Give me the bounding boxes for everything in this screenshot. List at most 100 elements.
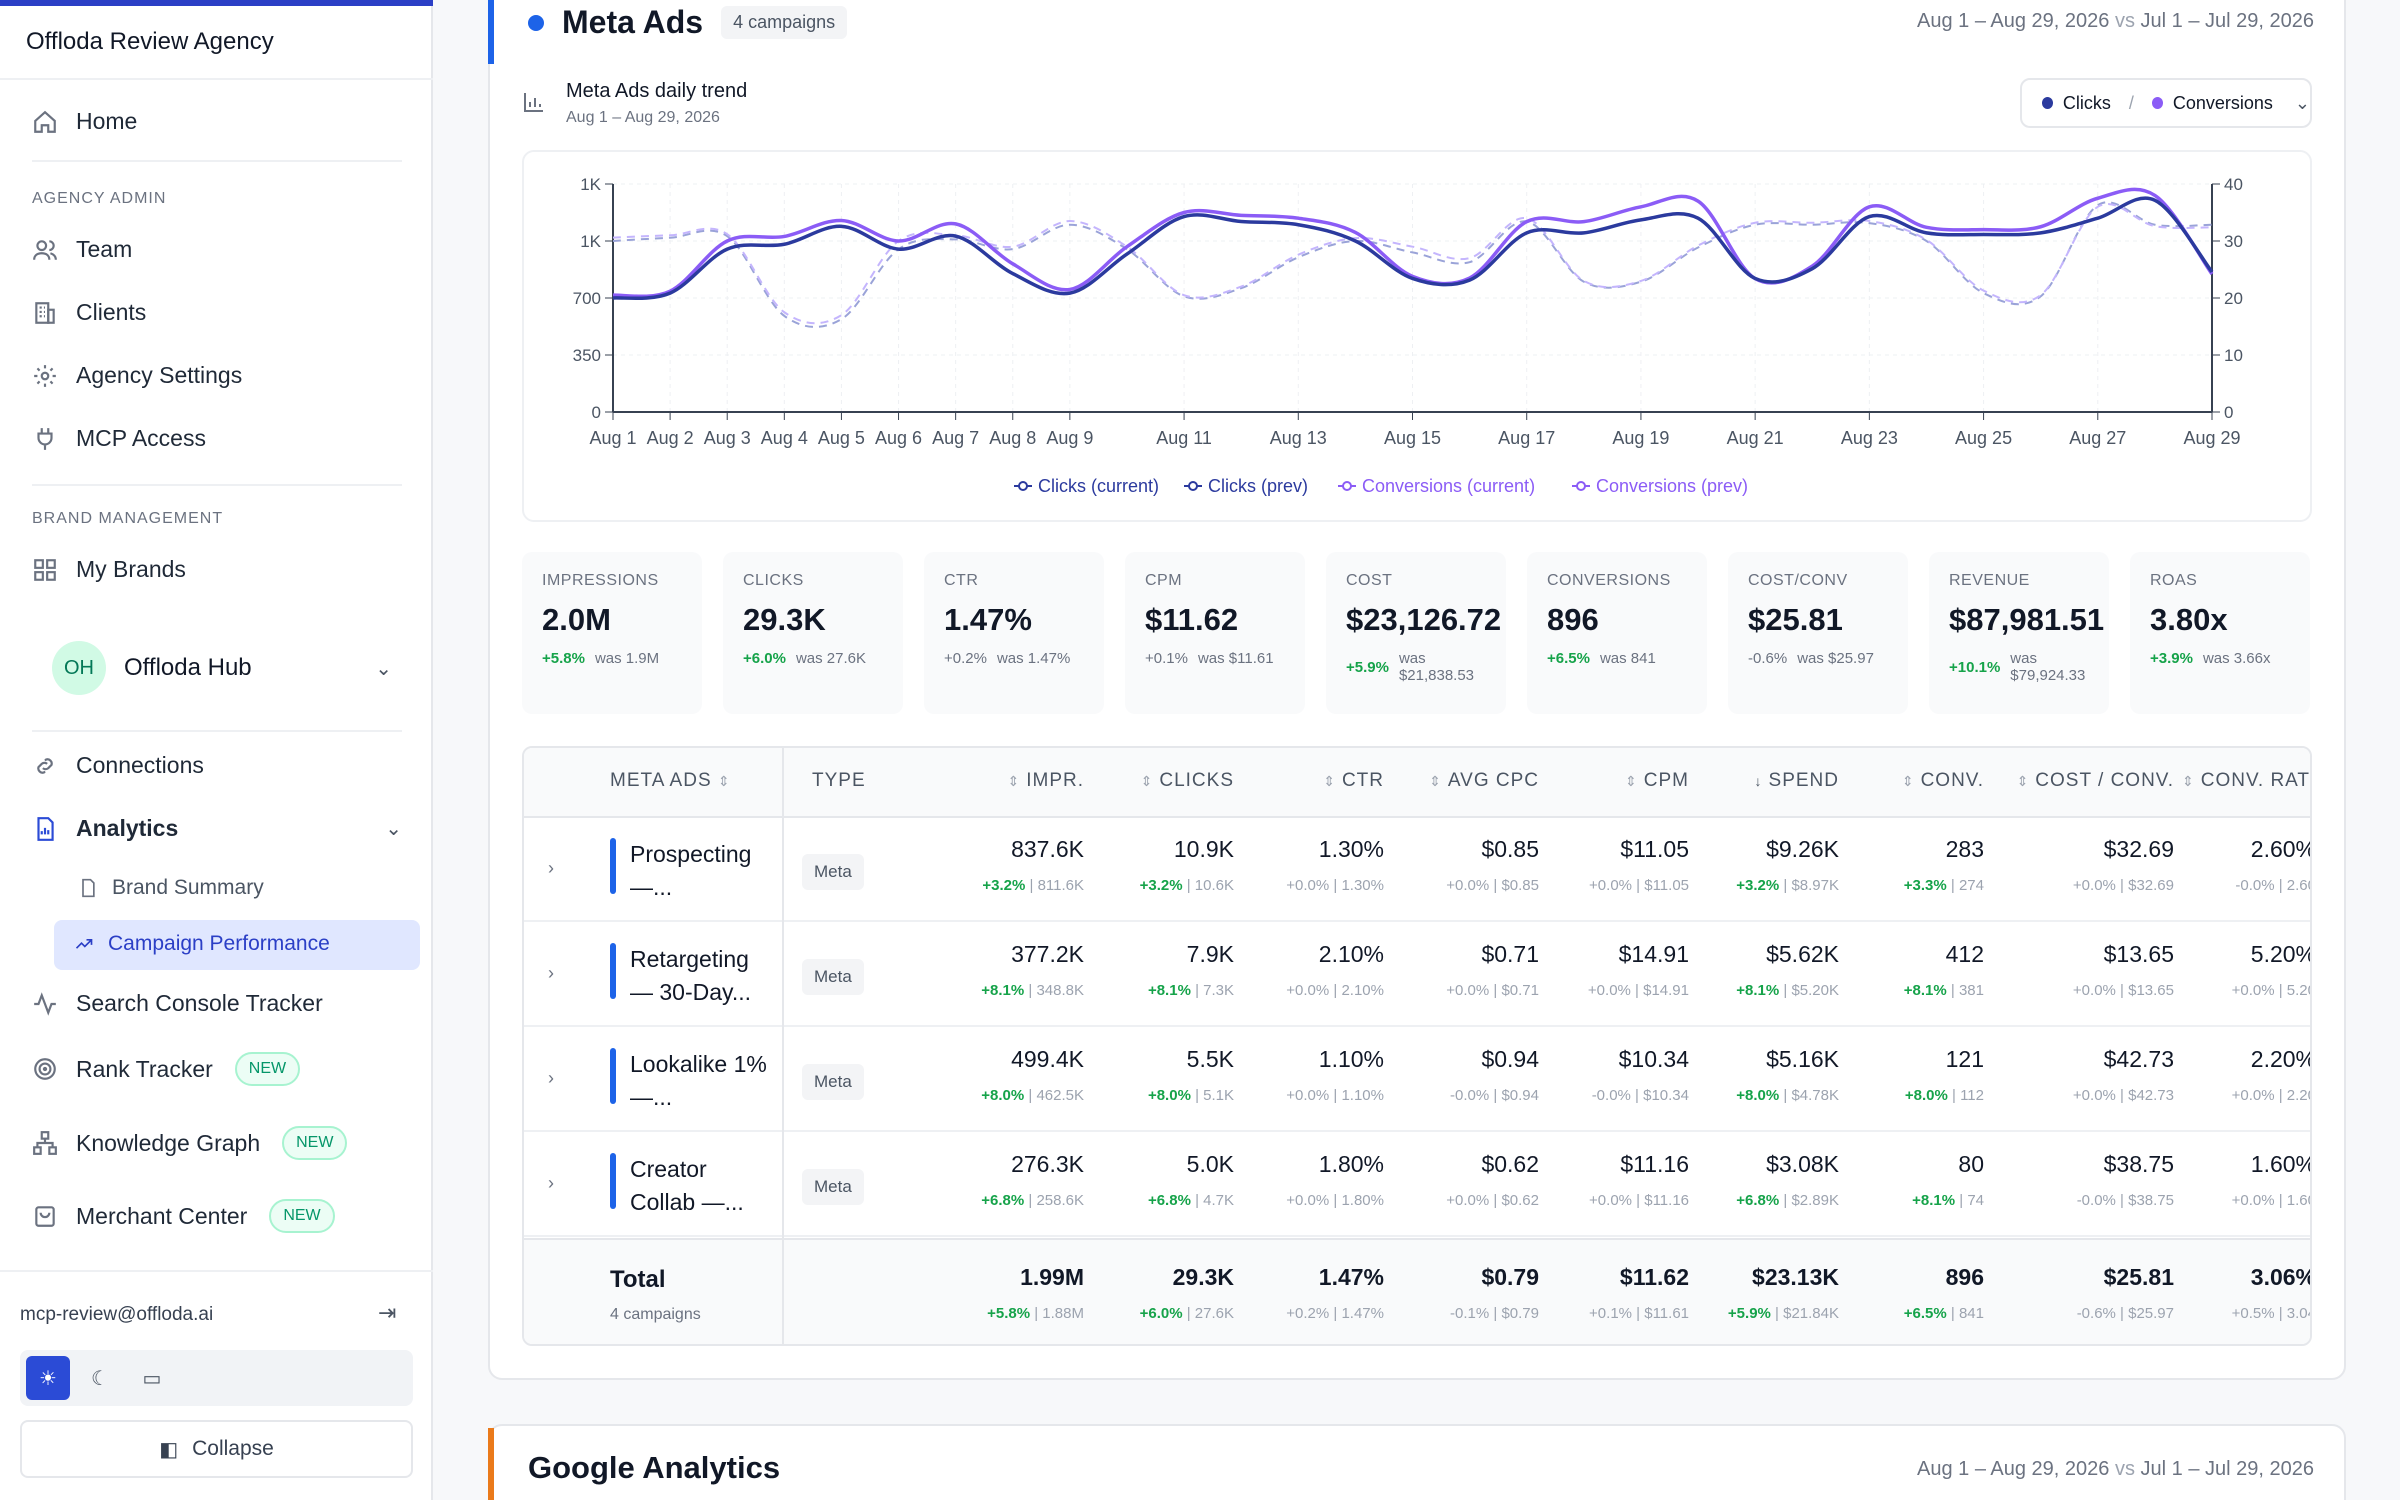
legend-label: Conversions (current)	[1362, 476, 1535, 496]
chevron-right-icon[interactable]: ›	[548, 1068, 554, 1088]
table-row[interactable]: › Retargeting — 30-Day... Meta 377.2K +8.…	[524, 923, 2310, 1027]
collapse-button[interactable]: ◧ Collapse	[20, 1420, 413, 1478]
col-header-name[interactable]: META ADS ⇕	[610, 770, 737, 792]
cell-change: +8.0% | 462.5K	[981, 1087, 1084, 1104]
new-badge: NEW	[282, 1126, 348, 1160]
x-tick-label: Aug 3	[704, 428, 751, 448]
campaign-name[interactable]: Retargeting — 30-Day...	[630, 946, 751, 1005]
sidebar-item-label: Home	[76, 108, 138, 134]
sidebar-item-search-console[interactable]: Search Console Tracker	[32, 990, 323, 1017]
cell-spend: $23.13K +5.9% | $21.84K	[1728, 1264, 1839, 1322]
cell-value: 1.80%	[1318, 1151, 1384, 1177]
sidebar-item-analytics[interactable]: Analytics ⌄	[32, 815, 402, 842]
cell-change-pct: +0.5%	[2231, 1305, 2275, 1322]
x-tick-label: Aug 23	[1841, 428, 1898, 448]
cell-previous: 10.6K	[1194, 877, 1234, 894]
campaign-name[interactable]: Lookalike 1% —...	[630, 1051, 767, 1110]
kpi-previous: was 1.9M	[594, 650, 660, 667]
cell-avg-cpc: $0.79 -0.1% | $0.79	[1450, 1264, 1539, 1322]
cell-value: 29.3K	[1172, 1264, 1234, 1290]
sort-icon: ⇕	[1429, 773, 1442, 789]
table-row[interactable]: › Lookalike 1% —... Meta 499.4K +8.0% | 4…	[524, 1028, 2310, 1132]
table-row[interactable]: › Prospecting —... Meta 837.6K +3.2% | 81…	[524, 818, 2310, 922]
cell-change-pct: +3.3%	[1903, 877, 1947, 894]
column-divider	[782, 748, 784, 1344]
divider	[32, 484, 402, 486]
date-previous: Jul 1 – Jul 29, 2026	[2140, 1458, 2314, 1480]
col-header-clicks[interactable]: ⇕ CLICKS	[1084, 770, 1234, 792]
col-header-label: CLICKS	[1159, 770, 1234, 791]
agency-name[interactable]: Offloda Review Agency	[26, 28, 274, 55]
kpi-change: -0.6% was $25.97	[1748, 650, 1888, 667]
sidebar-item-label: Merchant Center	[76, 1202, 248, 1229]
cell-previous: 5.1K	[1203, 1087, 1234, 1104]
col-header-cpm[interactable]: ⇕ CPM	[1539, 770, 1689, 792]
divider	[0, 78, 433, 80]
table-total-row: Total 4 campaigns 1.99M +5.8% | 1.88M 29.…	[524, 1238, 2310, 1344]
monitor-icon[interactable]: ▭	[142, 1367, 162, 1390]
brand-selector[interactable]: OH Offloda Hub ⌄	[52, 640, 392, 696]
moon-icon[interactable]: ☾	[91, 1367, 109, 1390]
cell-change: +5.9% | $21.84K	[1727, 1305, 1839, 1322]
sidebar-item-merchant-center[interactable]: Merchant Center NEW	[32, 1199, 335, 1233]
cell-change: +0.5% | 3.04	[2231, 1305, 2310, 1322]
cell-change: -0.0% | $10.34	[1591, 1087, 1689, 1104]
cell-value: 412	[1945, 941, 1984, 967]
kpi-value: 896	[1547, 602, 1599, 637]
sidebar-item-team[interactable]: Team	[32, 236, 132, 263]
document-icon	[82, 878, 95, 898]
col-header-conv-rate[interactable]: ⇕ CONV. RAT	[2182, 770, 2310, 792]
sidebar-item-brand-summary[interactable]: Brand Summary	[78, 876, 264, 900]
sidebar-item-home[interactable]: Home	[32, 108, 137, 135]
divider	[0, 1270, 433, 1272]
kpi-change-pct: +6.0%	[743, 650, 786, 667]
logout-icon[interactable]: ⇥	[378, 1300, 397, 1325]
sidebar-item-campaign-performance-label-wrap[interactable]: Campaign Performance	[74, 932, 330, 956]
cell-change: +6.8% | 258.6K	[981, 1192, 1084, 1209]
kpi-card: CTR 1.47% +0.2% was 1.47%	[924, 552, 1104, 714]
chevron-right-icon[interactable]: ›	[548, 1173, 554, 1193]
sidebar-item-clients[interactable]: Clients	[32, 299, 146, 326]
col-header-conv[interactable]: ⇕ CONV.	[1839, 770, 1984, 792]
sidebar-item-rank-tracker[interactable]: Rank Tracker NEW	[32, 1052, 301, 1086]
cell-change: +8.1% | 381	[1903, 982, 1984, 999]
sun-icon[interactable]: ☀	[26, 1356, 70, 1400]
sidebar-item-knowledge-graph[interactable]: Knowledge Graph NEW	[32, 1126, 348, 1160]
trend-chart-container: 0 350 700 1K 1K 0 10 20 30 40 Aug 1 Aug 2 Aug 3 Aug 4…	[522, 150, 2312, 522]
total-sub: 4 campaigns	[610, 1306, 701, 1323]
col-header-impr[interactable]: ⇕ IMPR.	[944, 770, 1084, 792]
sidebar-item-campaign-performance[interactable]	[54, 920, 420, 970]
sidebar-item-agency-settings[interactable]: Agency Settings	[32, 362, 242, 389]
col-header-type[interactable]: TYPE	[812, 770, 866, 792]
cell-change: +6.0% | 27.6K	[1139, 1305, 1234, 1322]
sidebar-item-connections[interactable]: Connections	[32, 752, 204, 779]
cell-previous: 27.6K	[1194, 1305, 1234, 1322]
col-header-spend[interactable]: ↓ SPEND	[1689, 770, 1839, 792]
conversions-dot	[2151, 97, 2163, 109]
y-left-tick-label: 1K	[580, 175, 601, 194]
row-color-bar	[610, 1048, 616, 1104]
table-row[interactable]: › Creator Collab —... Meta 276.3K +6.8% |…	[524, 1133, 2310, 1237]
cell-change: +0.1% | $11.61	[1589, 1305, 1689, 1322]
cell-avg-cpc: $0.62 +0.0% | $0.62	[1446, 1151, 1539, 1209]
col-header-avg-cpc[interactable]: ⇕ AVG CPC	[1384, 770, 1539, 792]
cell-previous: $0.94	[1501, 1087, 1539, 1104]
chevron-right-icon[interactable]: ›	[548, 858, 554, 878]
building-icon	[35, 301, 55, 324]
date-previous: Jul 1 – Jul 29, 2026	[2140, 10, 2314, 32]
campaign-name[interactable]: Prospecting —...	[630, 841, 752, 900]
card-title: Google Analytics	[528, 1450, 781, 1485]
cell-previous: $0.62	[1501, 1192, 1539, 1209]
col-header-ctr[interactable]: ⇕ CTR	[1234, 770, 1384, 792]
metric-picker-dropdown[interactable]: Clicks / Conversions ⌄	[2020, 78, 2312, 128]
cell-value: 1.30%	[1318, 836, 1384, 862]
sidebar-item-my-brands[interactable]: My Brands	[32, 556, 186, 583]
kpi-previous: was $21,838.53	[1398, 650, 1475, 684]
campaign-name[interactable]: Creator Collab —...	[630, 1156, 744, 1215]
col-header-label: AVG CPC	[1447, 770, 1539, 791]
cell-previous: 5.20	[2286, 982, 2310, 999]
chevron-right-icon[interactable]: ›	[548, 963, 554, 983]
cell-value: $11.62	[1619, 1264, 1689, 1290]
sidebar-item-mcp-access[interactable]: MCP Access	[32, 425, 206, 452]
col-header-cost-conv[interactable]: ⇕ COST / CONV.	[1984, 770, 2174, 792]
